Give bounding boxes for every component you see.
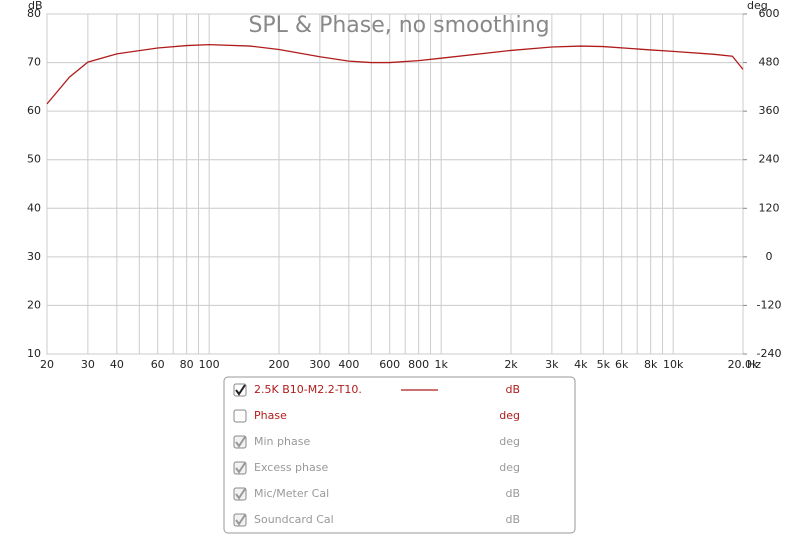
y2-unit: deg <box>747 0 768 12</box>
x-tick-label: 20.0k <box>728 358 759 371</box>
y-tick-label: 10 <box>27 347 41 360</box>
check-mark <box>235 436 246 448</box>
x-tick-label: 400 <box>338 358 359 371</box>
plot-frame <box>46 13 744 355</box>
y-tick-label: 80 <box>27 7 41 20</box>
y2-tick-label: 0 <box>766 250 773 263</box>
legend-label: Excess phase <box>254 461 328 474</box>
x-tick-label: 6k <box>615 358 629 371</box>
check-mark <box>235 462 246 474</box>
x-tick-label: 200 <box>269 358 290 371</box>
x-tick-label: 10k <box>663 358 684 371</box>
x-unit: Hz <box>747 358 761 371</box>
check-mark <box>235 488 246 500</box>
legend-unit: dB <box>505 383 520 396</box>
x-tick-label: 20 <box>40 358 54 371</box>
x-tick-label: 3k <box>545 358 559 371</box>
x-tick-label: 80 <box>180 358 194 371</box>
x-tick-label: 30 <box>81 358 95 371</box>
legend-unit: dB <box>505 487 520 500</box>
checkbox[interactable] <box>233 409 247 423</box>
legend-label: Soundcard Cal <box>254 513 334 526</box>
y-tick-label: 40 <box>27 201 41 214</box>
y2-tick-label: 240 <box>759 153 780 166</box>
legend-unit: deg <box>499 435 520 448</box>
legend-label: 2.5K B10-M2.2-T10. <box>254 383 362 396</box>
x-tick-label: 8k <box>644 358 658 371</box>
series-line <box>46 43 744 105</box>
x-tick-label: 1k <box>434 358 448 371</box>
x-tick-label: 600 <box>379 358 400 371</box>
y-tick-label: 20 <box>27 298 41 311</box>
y-tick-label: 60 <box>27 104 41 117</box>
y2-tick-label: 360 <box>759 104 780 117</box>
x-tick-label: 60 <box>151 358 165 371</box>
x-tick-label: 5k <box>597 358 611 371</box>
y-unit: dB <box>28 0 43 12</box>
y-tick-label: 70 <box>27 56 41 69</box>
legend-unit: deg <box>499 409 520 422</box>
check-mark <box>235 384 246 396</box>
x-tick-label: 4k <box>574 358 588 371</box>
x-tick-label: 100 <box>199 358 220 371</box>
legend-unit: dB <box>505 513 520 526</box>
legend-label: Phase <box>254 409 287 422</box>
y-tick-label: 30 <box>27 250 41 263</box>
y2-tick-label: 120 <box>759 201 780 214</box>
y2-tick-label: -240 <box>757 347 782 360</box>
legend-label: Mic/Meter Cal <box>254 487 329 500</box>
legend-unit: deg <box>499 461 520 474</box>
y2-tick-label: -120 <box>757 298 782 311</box>
legend-panel <box>223 376 576 534</box>
legend-label: Min phase <box>254 435 310 448</box>
check-mark <box>235 514 246 526</box>
x-tick-label: 800 <box>408 358 429 371</box>
y2-tick-label: 600 <box>759 7 780 20</box>
chart-title: SPL & Phase, no smoothing <box>248 13 549 38</box>
x-tick-label: 2k <box>504 358 518 371</box>
x-tick-label: 300 <box>309 358 330 371</box>
y2-tick-label: 480 <box>759 56 780 69</box>
x-tick-label: 40 <box>110 358 124 371</box>
y-tick-label: 50 <box>27 153 41 166</box>
